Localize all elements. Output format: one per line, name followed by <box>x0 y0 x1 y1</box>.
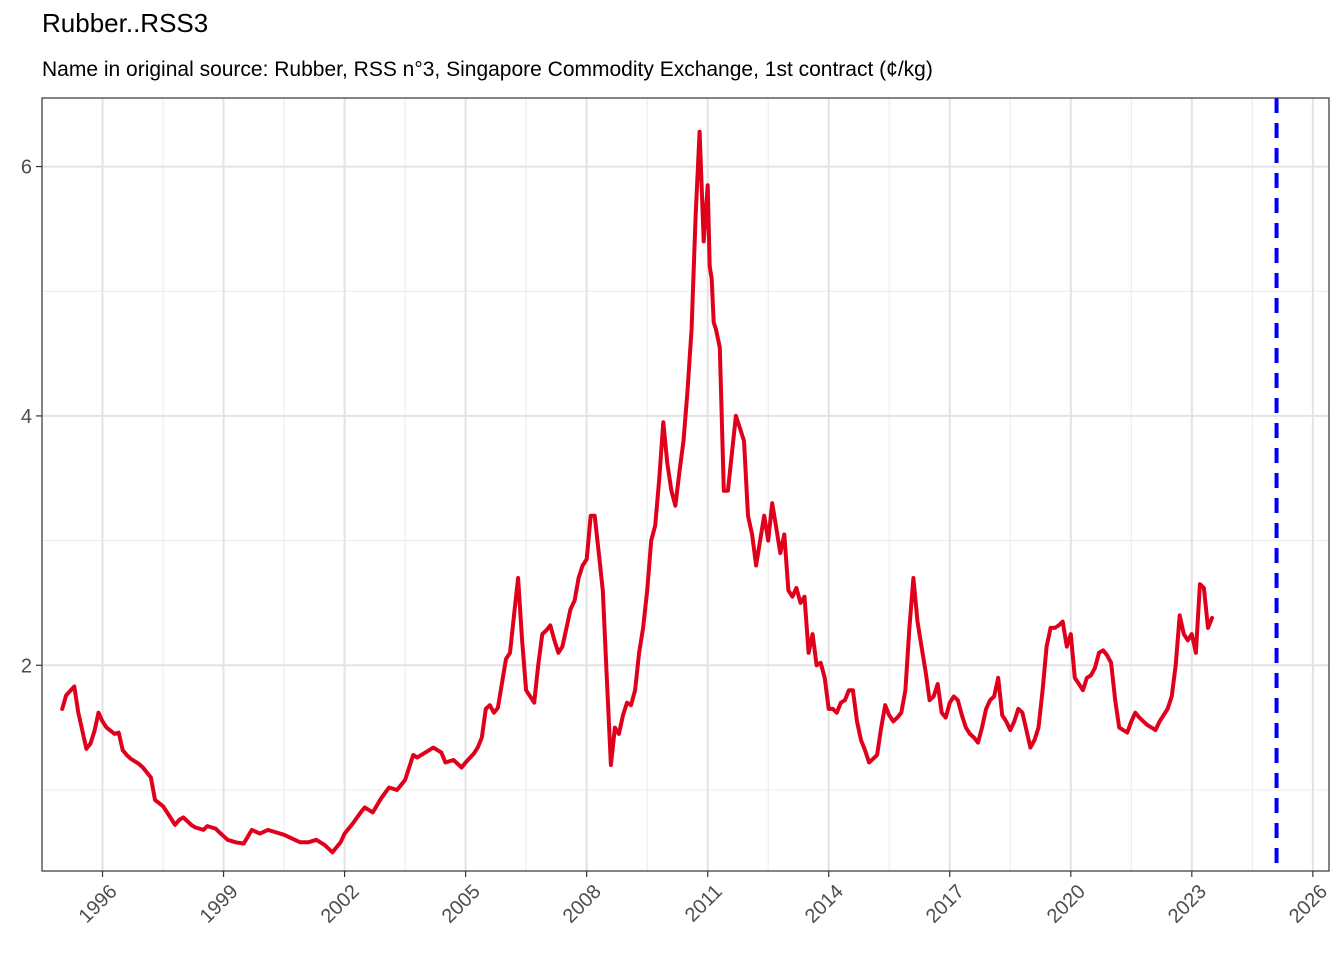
x-tick-label: 2020 <box>1043 881 1090 928</box>
y-tick-label: 6 <box>21 157 32 179</box>
x-tick-label: 2023 <box>1164 881 1211 928</box>
y-axis: 2 4 6 <box>21 157 42 677</box>
y-tick-label: 4 <box>21 406 32 428</box>
series-line <box>60 129 1214 855</box>
x-tick-label: 2008 <box>559 881 606 928</box>
minor-gridlines <box>42 98 1329 871</box>
x-tick-label: 2005 <box>438 881 485 928</box>
x-axis: 1996 1999 2002 2005 2008 2011 2014 2017 2020 2023… <box>75 871 1332 928</box>
x-tick-label: 1996 <box>75 881 122 928</box>
x-tick-label: 1999 <box>196 881 243 928</box>
series-layer <box>60 129 1214 855</box>
chart-title: Rubber..RSS3 <box>42 8 209 38</box>
chart-subtitle: Name in original source: Rubber, RSS n°3… <box>42 58 933 81</box>
x-tick-label: 2011 <box>681 881 727 927</box>
x-tick-label: 2014 <box>801 881 848 928</box>
plot-border <box>41 97 1330 872</box>
x-tick-label: 2017 <box>922 881 969 928</box>
plot-background <box>42 98 1329 871</box>
x-tick-label: 2002 <box>317 881 364 928</box>
y-tick-label: 2 <box>21 655 32 677</box>
x-tick-label: 2026 <box>1285 881 1332 928</box>
